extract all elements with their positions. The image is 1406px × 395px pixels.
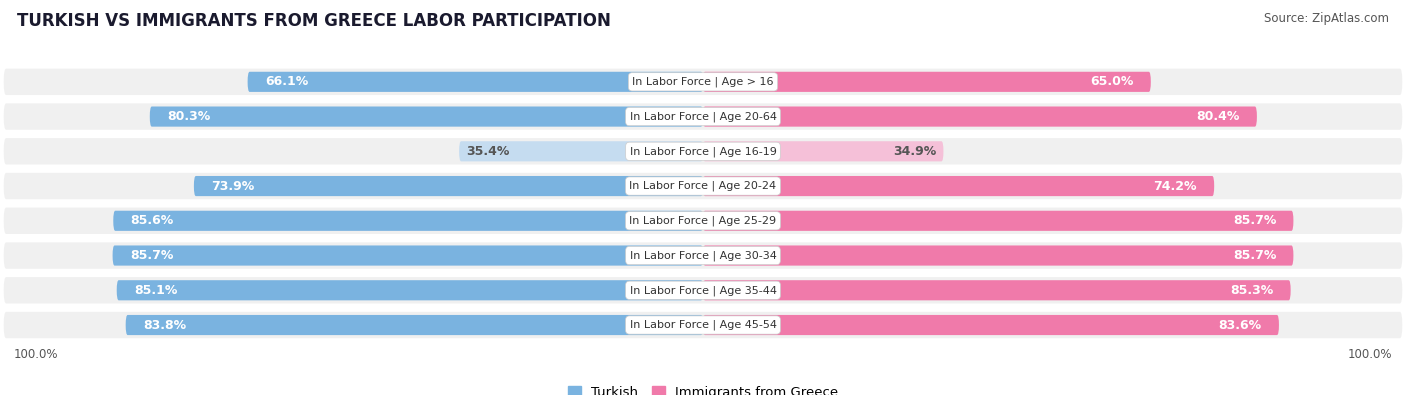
Text: 34.9%: 34.9% [893, 145, 936, 158]
Text: In Labor Force | Age > 16: In Labor Force | Age > 16 [633, 77, 773, 87]
Text: In Labor Force | Age 35-44: In Labor Force | Age 35-44 [630, 285, 776, 295]
FancyBboxPatch shape [703, 107, 1257, 127]
Text: In Labor Force | Age 20-64: In Labor Force | Age 20-64 [630, 111, 776, 122]
FancyBboxPatch shape [150, 107, 703, 127]
FancyBboxPatch shape [4, 138, 1402, 164]
FancyBboxPatch shape [460, 141, 703, 162]
Text: 85.1%: 85.1% [134, 284, 177, 297]
FancyBboxPatch shape [4, 208, 1402, 234]
Text: 83.8%: 83.8% [143, 318, 186, 331]
Text: 74.2%: 74.2% [1153, 180, 1197, 192]
Text: 66.1%: 66.1% [264, 75, 308, 88]
Text: 35.4%: 35.4% [465, 145, 509, 158]
FancyBboxPatch shape [703, 211, 1294, 231]
Text: 73.9%: 73.9% [211, 180, 254, 192]
Text: 100.0%: 100.0% [1347, 348, 1392, 361]
Text: In Labor Force | Age 20-24: In Labor Force | Age 20-24 [630, 181, 776, 191]
Text: 85.6%: 85.6% [131, 214, 174, 227]
FancyBboxPatch shape [4, 103, 1402, 130]
Text: 85.7%: 85.7% [1233, 214, 1277, 227]
FancyBboxPatch shape [703, 176, 1215, 196]
Text: In Labor Force | Age 25-29: In Labor Force | Age 25-29 [630, 216, 776, 226]
FancyBboxPatch shape [4, 312, 1402, 338]
FancyBboxPatch shape [4, 243, 1402, 269]
FancyBboxPatch shape [112, 245, 703, 265]
Legend: Turkish, Immigrants from Greece: Turkish, Immigrants from Greece [562, 381, 844, 395]
Text: TURKISH VS IMMIGRANTS FROM GREECE LABOR PARTICIPATION: TURKISH VS IMMIGRANTS FROM GREECE LABOR … [17, 12, 610, 30]
Text: 80.4%: 80.4% [1197, 110, 1240, 123]
FancyBboxPatch shape [4, 173, 1402, 199]
FancyBboxPatch shape [4, 277, 1402, 303]
FancyBboxPatch shape [703, 280, 1291, 300]
Text: 85.7%: 85.7% [1233, 249, 1277, 262]
Text: 85.3%: 85.3% [1230, 284, 1274, 297]
Text: In Labor Force | Age 16-19: In Labor Force | Age 16-19 [630, 146, 776, 156]
Text: 80.3%: 80.3% [167, 110, 211, 123]
Text: 100.0%: 100.0% [14, 348, 59, 361]
FancyBboxPatch shape [703, 141, 943, 162]
FancyBboxPatch shape [125, 315, 703, 335]
FancyBboxPatch shape [117, 280, 703, 300]
Text: In Labor Force | Age 45-54: In Labor Force | Age 45-54 [630, 320, 776, 330]
Text: 65.0%: 65.0% [1090, 75, 1133, 88]
FancyBboxPatch shape [194, 176, 703, 196]
Text: In Labor Force | Age 30-34: In Labor Force | Age 30-34 [630, 250, 776, 261]
Text: Source: ZipAtlas.com: Source: ZipAtlas.com [1264, 12, 1389, 25]
FancyBboxPatch shape [703, 245, 1294, 265]
Text: 83.6%: 83.6% [1219, 318, 1261, 331]
FancyBboxPatch shape [247, 72, 703, 92]
FancyBboxPatch shape [4, 69, 1402, 95]
FancyBboxPatch shape [703, 315, 1279, 335]
FancyBboxPatch shape [703, 72, 1152, 92]
FancyBboxPatch shape [114, 211, 703, 231]
Text: 85.7%: 85.7% [129, 249, 173, 262]
